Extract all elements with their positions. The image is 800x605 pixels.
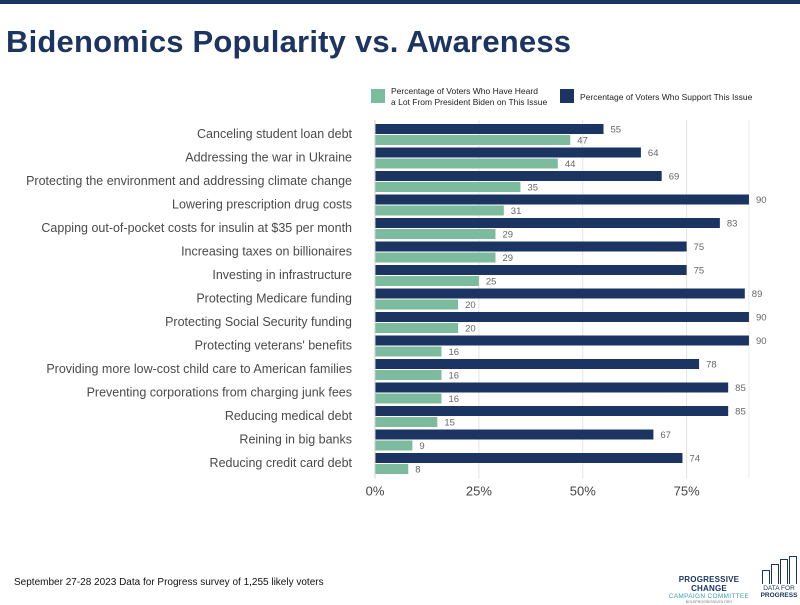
- top-rule: [0, 0, 800, 4]
- support-bar: [375, 288, 745, 299]
- support-bar: [375, 359, 700, 369]
- support-value-label: 67: [660, 430, 671, 441]
- heard-value-label: 35: [527, 183, 538, 194]
- category-label: Reducing medical debt: [225, 409, 353, 423]
- heard-value-label: 44: [565, 159, 576, 170]
- support-value-label: 90: [756, 313, 767, 324]
- heard-bar: [375, 346, 442, 357]
- dfp-logo-line1: DATA FOR: [763, 585, 795, 592]
- support-bar: [375, 124, 604, 134]
- heard-bar: [375, 182, 521, 192]
- x-tick-label: 25%: [466, 484, 492, 499]
- category-label: Canceling student loan debt: [197, 127, 353, 141]
- dfp-logo-line2: PROGRESS: [760, 592, 798, 599]
- heard-bar: [375, 252, 496, 263]
- heard-value-label: 8: [415, 465, 420, 476]
- heard-value-label: 20: [465, 324, 476, 335]
- support-bar: [375, 406, 729, 416]
- heard-value-label: 16: [448, 347, 459, 358]
- heard-value-label: 25: [486, 277, 497, 288]
- heard-value-label: 47: [577, 136, 588, 147]
- heard-value-label: 15: [444, 418, 455, 429]
- heard-value-label: 29: [502, 253, 513, 264]
- heard-value-label: 9: [419, 441, 424, 452]
- support-bar: [375, 265, 687, 275]
- support-value-label: 78: [706, 360, 717, 371]
- support-bar: [375, 429, 654, 440]
- support-value-label: 69: [669, 172, 680, 183]
- category-label: Capping out-of-pocket costs for insulin …: [41, 221, 352, 235]
- dfp-logo: DATA FOR PROGRESS: [760, 556, 798, 600]
- pccc-logo-line2: CAMPAIGN COMMITTEE: [668, 593, 750, 600]
- category-label: Providing more low-cost child care to Am…: [46, 362, 352, 376]
- support-value-label: 74: [689, 454, 700, 465]
- heard-bar: [375, 276, 479, 286]
- support-value-label: 55: [611, 125, 622, 136]
- category-label: Increasing taxes on billionaires: [181, 245, 352, 259]
- support-bar: [375, 147, 641, 158]
- category-label: Preventing corporations from charging ju…: [87, 386, 352, 400]
- support-bar: [375, 241, 687, 252]
- heard-value-label: 16: [448, 371, 459, 382]
- support-bar: [375, 194, 749, 205]
- heard-bar: [375, 229, 496, 239]
- heard-value-label: 31: [511, 206, 522, 217]
- category-label: Protecting Medicare funding: [196, 292, 352, 306]
- chart: 0% 25% 50% 75% Canceling student loan debt 55…: [26, 86, 767, 499]
- support-bar: [375, 453, 683, 463]
- support-value-label: 83: [727, 219, 738, 230]
- support-value-label: 85: [735, 383, 746, 394]
- legend-label-heard: Percentage of Voters Who Have Heard: [391, 86, 538, 96]
- support-bar: [375, 218, 720, 228]
- heard-bar: [375, 370, 442, 380]
- legend-label-heard: a Lot From President Biden on This Issue: [391, 97, 548, 107]
- support-value-label: 75: [694, 242, 705, 253]
- support-value-label: 64: [648, 148, 659, 159]
- support-value-label: 89: [752, 289, 763, 300]
- support-bar: [375, 171, 662, 181]
- support-bar: [375, 382, 729, 393]
- category-label: Addressing the war in Ukraine: [185, 151, 352, 165]
- heard-bar: [375, 135, 571, 145]
- heard-bar: [375, 440, 413, 451]
- x-tick-label: 50%: [570, 484, 596, 499]
- heard-bar: [375, 205, 504, 216]
- dfp-logo-bars-icon: [762, 556, 797, 584]
- legend-swatch-heard: [371, 89, 385, 103]
- category-label: Protecting veterans' benefits: [195, 339, 352, 353]
- heard-bar: [375, 323, 459, 333]
- x-tick-label: 75%: [674, 484, 700, 499]
- category-label: Reducing credit card debt: [210, 456, 353, 470]
- pccc-logo-line3: BOLDPROGRESSIVES.ORG: [685, 600, 733, 604]
- heard-value-label: 16: [448, 394, 459, 405]
- support-value-label: 85: [735, 407, 746, 418]
- support-bar: [375, 312, 749, 322]
- category-label: Protecting the environment and addressin…: [26, 174, 352, 188]
- category-label: Lowering prescription drug costs: [172, 198, 352, 212]
- support-value-label: 75: [694, 266, 705, 277]
- heard-bar: [375, 393, 442, 404]
- support-value-label: 90: [756, 195, 767, 206]
- heard-bar: [375, 158, 558, 169]
- heard-bar: [375, 464, 409, 474]
- category-label: Reining in big banks: [239, 433, 352, 447]
- legend-label-support: Percentage of Voters Who Support This Is…: [580, 92, 753, 102]
- category-label: Investing in infrastructure: [212, 268, 352, 282]
- heard-value-label: 29: [502, 230, 513, 241]
- legend-swatch-support: [560, 89, 574, 103]
- page-title: Bidenomics Popularity vs. Awareness: [6, 24, 572, 59]
- footer-note: September 27-28 2023 Data for Progress s…: [14, 577, 324, 588]
- pccc-logo: PROGRESSIVE CHANGE CAMPAIGN COMMITTEE BO…: [668, 575, 750, 605]
- x-tick-label: 0%: [366, 484, 385, 499]
- pccc-logo-line1: PROGRESSIVE CHANGE: [678, 575, 740, 593]
- support-value-label: 90: [756, 336, 767, 347]
- heard-bar: [375, 417, 438, 427]
- category-label: Protecting Social Security funding: [165, 315, 352, 329]
- heard-bar: [375, 299, 459, 310]
- support-bar: [375, 335, 749, 346]
- heard-value-label: 20: [465, 300, 476, 311]
